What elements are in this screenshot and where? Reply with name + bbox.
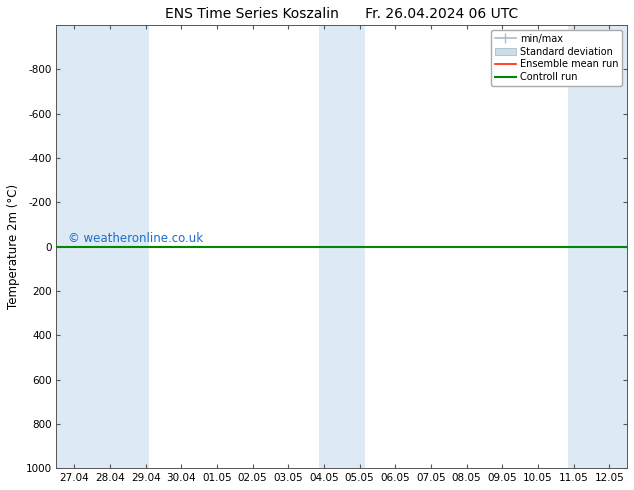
Title: ENS Time Series Koszalin      Fr. 26.04.2024 06 UTC: ENS Time Series Koszalin Fr. 26.04.2024 … (165, 7, 519, 21)
Legend: min/max, Standard deviation, Ensemble mean run, Controll run: min/max, Standard deviation, Ensemble me… (491, 30, 622, 86)
Bar (568, 25, 627, 468)
Text: © weatheronline.co.uk: © weatheronline.co.uk (68, 232, 203, 245)
Bar (56, 25, 149, 468)
Y-axis label: Temperature 2m (°C): Temperature 2m (°C) (7, 184, 20, 309)
Bar (319, 25, 365, 468)
